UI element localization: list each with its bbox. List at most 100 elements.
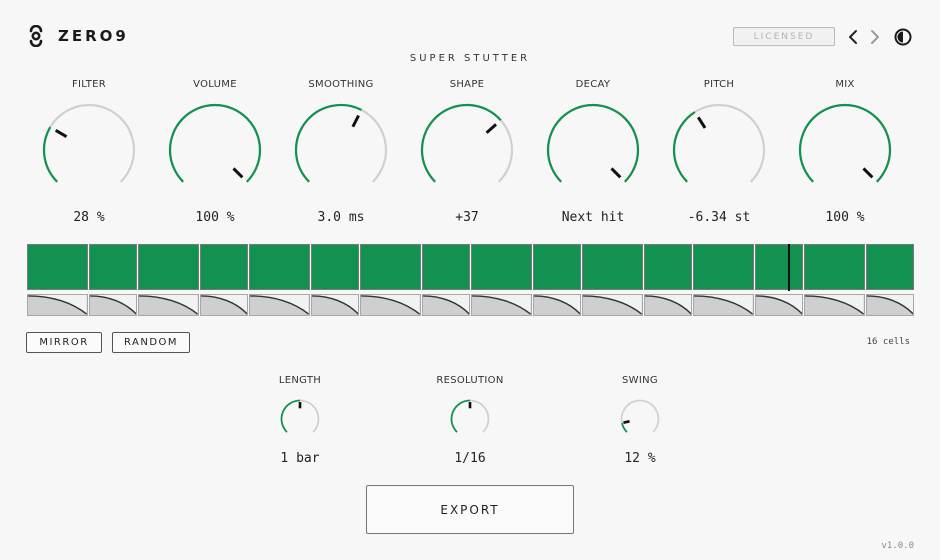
envelope-curve	[472, 295, 531, 315]
sequencer-cell[interactable]	[693, 244, 754, 290]
decay-knob[interactable]: DECAY Next hit	[538, 78, 648, 225]
sequencer-cell[interactable]	[27, 244, 88, 290]
license-badge[interactable]: LICENSED	[733, 27, 835, 46]
swing-knob[interactable]: SWING 12 %	[585, 374, 695, 466]
envelope-cell[interactable]	[582, 294, 643, 316]
knob-dial[interactable]	[278, 397, 322, 441]
knob-dial[interactable]	[669, 100, 769, 200]
volume-knob[interactable]: VOLUME 100 %	[160, 78, 270, 225]
knob-track	[620, 399, 660, 433]
random-button[interactable]: RANDOM	[112, 332, 190, 353]
stutter-sequencer[interactable]	[26, 244, 914, 316]
envelope-cell[interactable]	[643, 294, 692, 316]
knob-value: Next hit	[561, 210, 625, 225]
envelope-curve	[805, 295, 864, 315]
knob-label: PITCH	[703, 79, 735, 90]
chevron-right-icon	[871, 30, 879, 44]
envelope-curve	[139, 295, 198, 315]
knob-value: 100 %	[825, 210, 865, 225]
sequencer-cell[interactable]	[310, 244, 359, 290]
sequencer-cell[interactable]	[643, 244, 692, 290]
timing-knobs: LENGTH 1 bar RESOLUTION 1/16 SWING 12 %	[0, 374, 940, 474]
envelope-cell[interactable]	[471, 294, 532, 316]
envelope-cell[interactable]	[693, 294, 754, 316]
knob-label: MIX	[835, 79, 855, 90]
sequencer-cell[interactable]	[532, 244, 581, 290]
knob-value: 1 bar	[280, 451, 320, 466]
previous-preset-button[interactable]	[845, 28, 861, 46]
envelope-cell[interactable]	[754, 294, 803, 316]
envelope-cell[interactable]	[310, 294, 359, 316]
envelope-curve	[311, 295, 358, 315]
envelope-cell[interactable]	[199, 294, 248, 316]
envelope-cell[interactable]	[27, 294, 88, 316]
envelope-curve	[694, 295, 753, 315]
sequencer-cell[interactable]	[199, 244, 248, 290]
envelope-cell[interactable]	[532, 294, 581, 316]
export-button[interactable]: EXPORT	[366, 485, 574, 534]
sequencer-cell[interactable]	[88, 244, 137, 290]
sequencer-cell[interactable]	[421, 244, 470, 290]
sequencer-cells[interactable]	[26, 244, 914, 291]
knob-dial[interactable]	[165, 100, 265, 200]
envelope-cell[interactable]	[249, 294, 310, 316]
envelope-cell[interactable]	[88, 294, 137, 316]
filter-knob[interactable]: FILTER 28 %	[34, 78, 144, 225]
playhead	[788, 244, 791, 291]
sequencer-cell[interactable]	[804, 244, 865, 290]
sequencer-cell[interactable]	[360, 244, 421, 290]
version-label: v1.0.0	[881, 541, 914, 551]
knob-dial[interactable]	[39, 100, 139, 200]
knob-label: SHAPE	[449, 79, 485, 90]
resolution-knob[interactable]: RESOLUTION 1/16	[415, 374, 525, 466]
envelope-strip[interactable]	[26, 294, 914, 316]
knob-indicator	[54, 129, 68, 139]
envelope-cell[interactable]	[360, 294, 421, 316]
sequencer-cell[interactable]	[138, 244, 199, 290]
smoothing-knob[interactable]: SMOOTHING 3.0 ms	[286, 78, 396, 225]
knob-value-arc	[546, 103, 640, 183]
envelope-curve	[422, 295, 469, 315]
envelope-cell[interactable]	[804, 294, 865, 316]
envelope-curve	[644, 295, 691, 315]
knob-dial[interactable]	[417, 100, 517, 200]
knob-dial[interactable]	[291, 100, 391, 200]
knob-label: SMOOTHING	[308, 79, 374, 90]
theme-toggle-button[interactable]	[894, 28, 912, 46]
chevron-left-icon	[849, 30, 857, 44]
sequencer-cell[interactable]	[754, 244, 803, 290]
envelope-cell[interactable]	[421, 294, 470, 316]
pitch-knob[interactable]: PITCH -6.34 st	[664, 78, 774, 225]
shape-knob[interactable]: SHAPE +37	[412, 78, 522, 225]
mirror-button[interactable]: MIRROR	[26, 332, 102, 353]
knob-dial[interactable]	[448, 397, 492, 441]
brand-name: ZERO9	[58, 27, 129, 45]
knob-value-arc	[42, 126, 58, 183]
knob-value-arc	[621, 422, 628, 433]
knob-label: LENGTH	[278, 375, 322, 386]
envelope-curve	[250, 295, 309, 315]
knob-dial[interactable]	[618, 397, 662, 441]
knob-dial[interactable]	[543, 100, 643, 200]
knob-indicator	[485, 123, 498, 134]
envelope-cell[interactable]	[138, 294, 199, 316]
half-circle-theme-icon	[894, 28, 912, 46]
knob-label: FILTER	[71, 79, 107, 90]
next-preset-button[interactable]	[867, 28, 883, 46]
knob-dial[interactable]	[795, 100, 895, 200]
logo: ZERO9	[28, 25, 129, 47]
sequencer-cell[interactable]	[865, 244, 914, 290]
envelope-cell[interactable]	[865, 294, 914, 316]
knob-value: 12 %	[624, 451, 656, 466]
envelope-curve	[533, 295, 580, 315]
mix-knob[interactable]: MIX 100 %	[790, 78, 900, 225]
length-knob[interactable]: LENGTH 1 bar	[245, 374, 355, 466]
sequencer-cell[interactable]	[582, 244, 643, 290]
sequencer-cell[interactable]	[471, 244, 532, 290]
envelope-curve	[28, 295, 87, 315]
sequencer-cell[interactable]	[249, 244, 310, 290]
zero9-logo-icon	[29, 25, 43, 47]
knob-value: 28 %	[73, 210, 105, 225]
knob-value: -6.34 st	[687, 210, 751, 225]
plugin-title: SUPER STUTTER	[409, 53, 531, 64]
